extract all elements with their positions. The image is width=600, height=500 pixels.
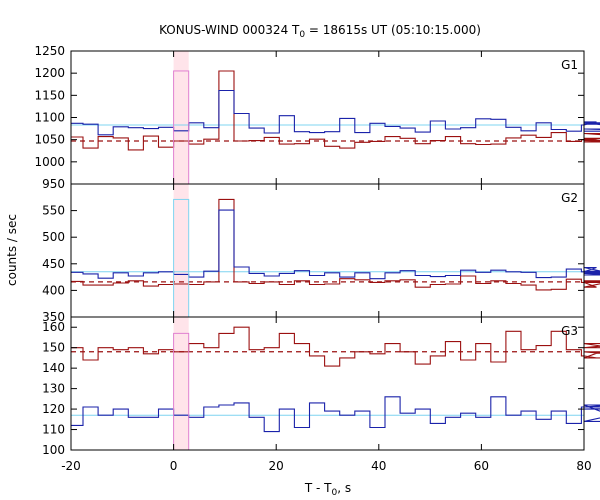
panel-frame (70, 50, 585, 185)
y-tick-label: 120 (42, 402, 65, 416)
panel-frame (70, 183, 585, 318)
x-tick-label: 80 (576, 459, 591, 473)
x-tick-label: 60 (474, 459, 489, 473)
panel-g3: 100 110 120 130 140 150 160 G3 (42, 316, 600, 457)
panel-label-g2: G2 (561, 191, 578, 205)
y-tick-label: 1150 (34, 88, 65, 102)
x-axis-label: T - T0, s (304, 481, 351, 498)
y-tick-label: 160 (42, 320, 65, 334)
burst-interval-band (173, 317, 189, 450)
x-tick-label: -20 (61, 459, 81, 473)
x-tick-label: 20 (269, 459, 284, 473)
panel-g1: 950 1000 1050 1100 1150 1200 1250 G1 (34, 44, 600, 191)
series-red-g3 (71, 326, 600, 367)
panel-label-g1: G1 (561, 58, 578, 72)
y-tick-label: 950 (42, 177, 65, 191)
y-tick-label: 1200 (34, 66, 65, 80)
series-red-g2 (71, 198, 600, 291)
y-tick-label: 150 (42, 341, 65, 355)
series-blue-g1 (71, 89, 600, 136)
y-tick-label: 1050 (34, 133, 65, 147)
y-tick-label: 450 (42, 257, 65, 271)
burst-interval-band (173, 184, 189, 317)
burst-interval-band (173, 51, 189, 184)
y-axis-label: counts / sec (5, 214, 19, 286)
series-red-g1 (71, 70, 600, 151)
series-blue-g3 (71, 396, 600, 433)
y-tick-label: 110 (42, 423, 65, 437)
chart-title: KONUS-WIND 000324 T0 = 18615s UT (05:10:… (159, 23, 481, 40)
y-tick-label: 350 (42, 310, 65, 324)
y-tick-label: 1250 (34, 44, 65, 58)
y-tick-label: 500 (42, 230, 65, 244)
x-tick-label: 0 (170, 459, 178, 473)
panel-frame (70, 316, 585, 451)
plot-area: 950100010501100115012001250G135040045050… (34, 44, 600, 473)
series-blue-g2 (71, 209, 600, 280)
y-tick-label: 100 (42, 443, 65, 457)
panel-label-g3: G3 (561, 324, 578, 338)
y-tick-label: 400 (42, 283, 65, 297)
y-tick-label: 140 (42, 361, 65, 375)
y-tick-label: 1000 (34, 155, 65, 169)
panel-g2: 350 400 450 500 550 G2 (42, 183, 600, 324)
y-tick-label: 550 (42, 204, 65, 218)
x-tick-label: 40 (371, 459, 386, 473)
y-tick-label: 130 (42, 382, 65, 396)
y-tick-label: 1100 (34, 111, 65, 125)
